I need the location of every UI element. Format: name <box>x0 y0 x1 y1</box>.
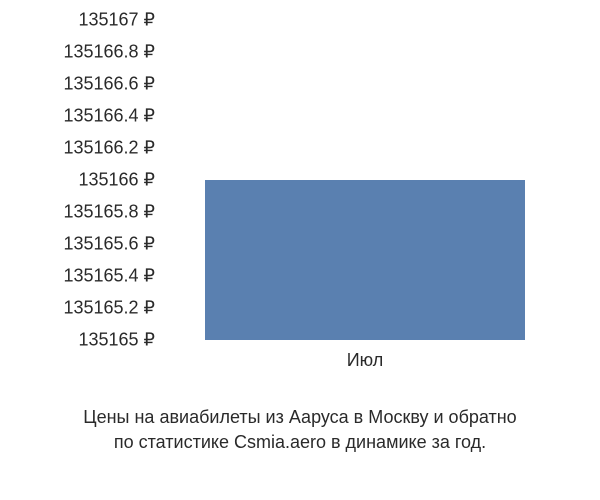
y-tick-label: 135165.4 ₽ <box>63 266 155 287</box>
y-tick-label: 135165 ₽ <box>78 330 155 351</box>
y-tick-label: 135166.8 ₽ <box>63 42 155 63</box>
y-tick-label: 135166.6 ₽ <box>63 74 155 95</box>
y-tick-label: 135165.6 ₽ <box>63 234 155 255</box>
y-tick-label: 135165.2 ₽ <box>63 298 155 319</box>
y-tick-label: 135166 ₽ <box>78 170 155 191</box>
chart-caption: Цены на авиабилеты из Ааруса в Москву и … <box>40 405 560 455</box>
y-tick-label: 135166.4 ₽ <box>63 106 155 127</box>
caption-line-2: по статистике Csmia.aero в динамике за г… <box>40 430 560 455</box>
y-tick-label: 135165.8 ₽ <box>63 202 155 223</box>
bar-july <box>205 180 525 340</box>
price-chart: 135167 ₽ 135166.8 ₽ 135166.6 ₽ 135166.4 … <box>0 10 600 390</box>
x-tick-label: Июл <box>165 350 565 371</box>
y-tick-label: 135166.2 ₽ <box>63 138 155 159</box>
plot-area <box>165 20 565 340</box>
caption-line-1: Цены на авиабилеты из Ааруса в Москву и … <box>40 405 560 430</box>
y-axis-labels: 135167 ₽ 135166.8 ₽ 135166.6 ₽ 135166.4 … <box>0 20 160 340</box>
y-tick-label: 135167 ₽ <box>78 10 155 31</box>
